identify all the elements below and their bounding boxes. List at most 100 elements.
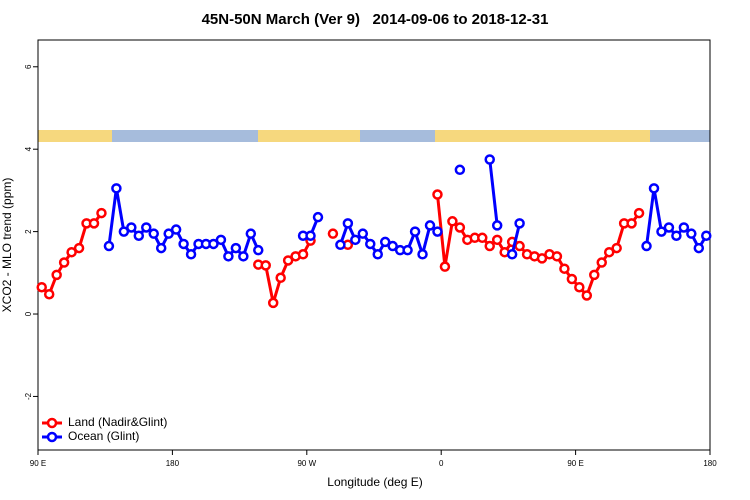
- data-point: [163, 228, 174, 239]
- legend-label: Land (Nadir&Glint): [68, 415, 167, 429]
- data-point: [372, 249, 383, 260]
- data-point: [357, 228, 369, 239]
- data-point: [648, 183, 660, 194]
- data-point: [417, 249, 428, 260]
- data-point: [596, 257, 607, 268]
- data-point: [678, 222, 690, 233]
- data-point: [611, 242, 622, 254]
- data-point: [536, 253, 548, 264]
- data-point: [335, 239, 346, 251]
- data-point: [245, 228, 257, 239]
- data-point: [58, 257, 70, 268]
- y-tick-label: 0: [24, 311, 33, 316]
- data-point: [238, 251, 249, 262]
- data-point: [133, 230, 145, 241]
- data-point: [633, 207, 645, 219]
- data-point: [178, 238, 189, 250]
- data-point: [603, 246, 615, 258]
- data-point: [260, 260, 271, 271]
- data-point: [701, 230, 712, 241]
- data-point: [379, 236, 391, 248]
- x-tick-label: 180: [703, 459, 717, 468]
- data-point: [43, 288, 55, 300]
- data-point: [36, 281, 47, 293]
- data-point: [51, 269, 62, 281]
- x-tick-label: 90 E: [567, 459, 583, 468]
- data-point: [365, 238, 376, 250]
- data-point: [170, 224, 182, 235]
- data-point: [141, 222, 152, 233]
- data-point: [305, 230, 316, 241]
- data-point: [559, 263, 570, 274]
- data-point: [88, 218, 100, 229]
- data-point: [574, 281, 585, 293]
- chart-title: 45N-50N March (Ver 9) 2014-09-06 to 2018…: [202, 11, 549, 28]
- data-point: [267, 297, 279, 309]
- data-point: [581, 290, 593, 301]
- data-point: [626, 218, 637, 229]
- data-point: [566, 273, 578, 285]
- data-point: [447, 216, 458, 227]
- data-point: [491, 234, 503, 246]
- data-point: [432, 189, 443, 200]
- data-point: [589, 269, 600, 281]
- surface-strip: [38, 130, 710, 142]
- data-point: [424, 220, 436, 231]
- plot-frame: [37, 39, 711, 451]
- data-point: [282, 255, 294, 266]
- data-point: [185, 249, 197, 260]
- legend: Land (Nadir&Glint)Ocean (Glint): [42, 415, 167, 443]
- data-point: [312, 211, 324, 223]
- data-point: [671, 230, 682, 241]
- data-point: [253, 244, 264, 256]
- legend-marker: [46, 417, 58, 429]
- data-point: [103, 240, 115, 252]
- data-point: [641, 240, 652, 252]
- data-point: [663, 222, 675, 233]
- data-point: [297, 249, 309, 260]
- data-point: [223, 251, 234, 262]
- data-point: [693, 242, 705, 254]
- data-point: [66, 246, 77, 258]
- data-point: [484, 154, 495, 165]
- data-point: [514, 240, 525, 252]
- data-point: [432, 226, 443, 237]
- data-point: [327, 228, 339, 239]
- data-point: [208, 238, 219, 250]
- data-point: [148, 228, 159, 239]
- data-point: [656, 226, 667, 237]
- data-point: [454, 222, 466, 233]
- data-point: [350, 234, 361, 246]
- data-point: [73, 242, 85, 254]
- data-point: [439, 261, 451, 272]
- data-point: [230, 242, 242, 254]
- x-tick-label: 180: [166, 459, 180, 468]
- y-tick-label: 4: [24, 146, 33, 151]
- x-tick-label: 90 E: [30, 459, 46, 468]
- data-point: [491, 220, 503, 231]
- data-point: [118, 226, 130, 237]
- data-point: [387, 240, 398, 252]
- legend-marker: [46, 431, 58, 443]
- data-point: [111, 183, 122, 194]
- data-point: [409, 226, 421, 237]
- data-point: [215, 234, 227, 246]
- y-axis-label: XCO2 - MLO trend (ppm): [0, 178, 14, 313]
- data-point: [275, 272, 286, 284]
- data-point: [155, 242, 167, 254]
- data-point: [477, 232, 488, 244]
- x-tick-label: 90 W: [297, 459, 316, 468]
- data-point: [126, 222, 137, 233]
- data-point: [402, 244, 413, 256]
- y-tick-label: 6: [24, 64, 33, 69]
- x-tick-label: 0: [439, 459, 444, 468]
- y-tick-label: -2: [24, 392, 33, 400]
- data-point: [514, 218, 525, 229]
- data-point: [454, 164, 466, 176]
- data-point: [506, 249, 518, 260]
- data-point: [686, 228, 697, 239]
- x-axis-label: Longitude (deg E): [327, 475, 422, 489]
- data-point: [484, 240, 495, 252]
- y-tick-label: 2: [24, 229, 33, 234]
